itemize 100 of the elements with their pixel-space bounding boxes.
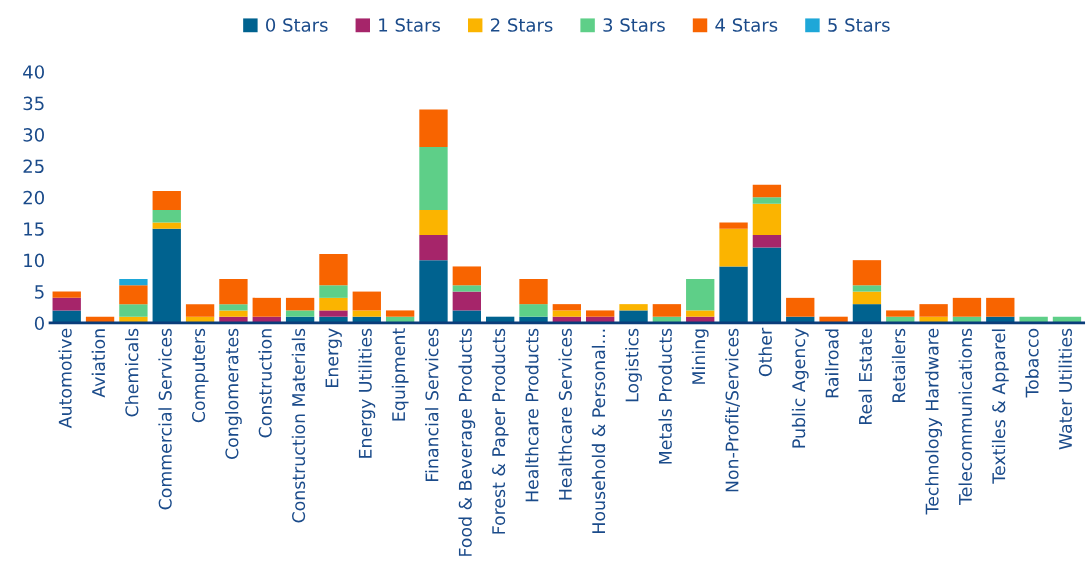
x-tick-label: Tobacco bbox=[1025, 328, 1039, 398]
bar bbox=[752, 247, 782, 323]
bar bbox=[752, 197, 782, 204]
bar bbox=[552, 310, 582, 317]
bar bbox=[519, 279, 548, 305]
bar bbox=[719, 222, 748, 229]
x-tick-label: Mining bbox=[691, 329, 709, 384]
bar bbox=[619, 304, 648, 311]
bar bbox=[319, 297, 348, 311]
bar bbox=[852, 291, 882, 305]
bar bbox=[419, 235, 448, 261]
bar bbox=[719, 228, 748, 267]
x-tick-label: Chemicals bbox=[125, 328, 139, 417]
bar bbox=[452, 310, 481, 323]
bar bbox=[285, 297, 315, 311]
bar bbox=[52, 310, 81, 323]
bar bbox=[352, 310, 381, 317]
bar bbox=[119, 285, 148, 305]
bar bbox=[452, 285, 481, 292]
x-tick-label: Automotive bbox=[58, 328, 72, 429]
bar bbox=[419, 147, 448, 210]
legend-label: 4 Stars bbox=[715, 18, 778, 32]
bar bbox=[319, 253, 348, 286]
bar bbox=[419, 209, 448, 236]
x-tick-label: Computers bbox=[191, 328, 209, 423]
legend-label: 1 Stars bbox=[379, 18, 441, 32]
bar bbox=[119, 279, 148, 286]
bar bbox=[686, 279, 715, 311]
x-tick-label: Real Estate bbox=[858, 328, 872, 425]
x-tick-label: Conglomerates bbox=[225, 328, 242, 459]
bar bbox=[52, 297, 81, 311]
bar bbox=[686, 310, 715, 317]
bar bbox=[419, 260, 448, 323]
x-tick-label: Construction bbox=[258, 329, 272, 438]
bar bbox=[219, 304, 248, 311]
x-tick-label: Technology Hardware bbox=[925, 328, 943, 515]
bar bbox=[119, 304, 148, 317]
bar bbox=[419, 109, 448, 148]
bar bbox=[219, 279, 248, 305]
bar bbox=[852, 304, 882, 323]
bar bbox=[852, 285, 882, 292]
bar bbox=[919, 304, 948, 317]
legend-label: 2 Stars bbox=[490, 18, 553, 32]
bar bbox=[452, 266, 481, 286]
bar bbox=[619, 310, 648, 323]
y-tick-label: 10 bbox=[24, 253, 44, 268]
bar bbox=[752, 184, 782, 198]
bar bbox=[319, 310, 348, 317]
bar bbox=[285, 310, 315, 317]
x-tick-label: Healthcare Products bbox=[525, 328, 539, 502]
bar bbox=[452, 291, 481, 311]
y-tick-label: 15 bbox=[24, 222, 44, 236]
x-tick-label: Equipment bbox=[391, 328, 409, 421]
bar bbox=[319, 285, 348, 298]
bar bbox=[652, 304, 682, 317]
y-tick-label: 40 bbox=[23, 65, 44, 79]
x-tick-label: Non-Profit/Services bbox=[725, 328, 740, 492]
bar bbox=[185, 304, 215, 317]
bar bbox=[952, 297, 982, 317]
bar bbox=[852, 260, 882, 286]
x-tick-label: Logistics bbox=[625, 328, 642, 402]
x-tick-label: Household & Personal... bbox=[591, 329, 606, 533]
x-tick-label: Metals Products bbox=[658, 328, 672, 464]
y-tick-label: 25 bbox=[23, 159, 44, 174]
y-tick-label: 30 bbox=[23, 127, 44, 142]
bar bbox=[586, 310, 615, 317]
x-tick-label: Energy Utilities bbox=[358, 328, 376, 458]
bar bbox=[719, 266, 748, 323]
y-tick-label: 0 bbox=[34, 316, 44, 331]
x-tick-label: Public Agency bbox=[791, 328, 809, 448]
bar bbox=[552, 304, 582, 311]
legend-label: 3 Stars bbox=[603, 18, 665, 32]
x-tick-label: Water Utilities bbox=[1058, 328, 1073, 450]
x-tick-label: Forest & Paper Products bbox=[491, 328, 509, 534]
bar bbox=[219, 310, 248, 317]
x-tick-label: Financial Services bbox=[425, 328, 439, 481]
y-tick-label: 35 bbox=[23, 96, 44, 111]
x-tick-label: Energy bbox=[325, 328, 342, 387]
bar bbox=[752, 235, 782, 248]
bar bbox=[519, 304, 548, 317]
bar bbox=[886, 310, 915, 317]
bar bbox=[152, 222, 181, 229]
bar bbox=[986, 297, 1015, 317]
legend-label: 5 Stars bbox=[828, 18, 890, 32]
x-tick-label: Commercial Services bbox=[158, 328, 172, 510]
bar bbox=[252, 297, 281, 317]
bar bbox=[52, 291, 81, 298]
bar bbox=[385, 310, 415, 317]
legend-label: 0 Stars bbox=[266, 18, 328, 32]
x-tick-label: Other bbox=[758, 327, 772, 377]
y-tick-label: 5 bbox=[35, 285, 44, 299]
x-tick-label: Aviation bbox=[91, 329, 106, 398]
bar bbox=[152, 191, 181, 210]
bar bbox=[152, 228, 181, 323]
bar bbox=[352, 291, 381, 311]
x-tick-label: Retailers bbox=[891, 328, 906, 403]
x-tick-label: Food & Beverage Products bbox=[458, 328, 476, 556]
x-tick-label: Railroad bbox=[825, 329, 839, 398]
bar bbox=[786, 297, 815, 317]
y-tick-label: 20 bbox=[23, 190, 44, 205]
